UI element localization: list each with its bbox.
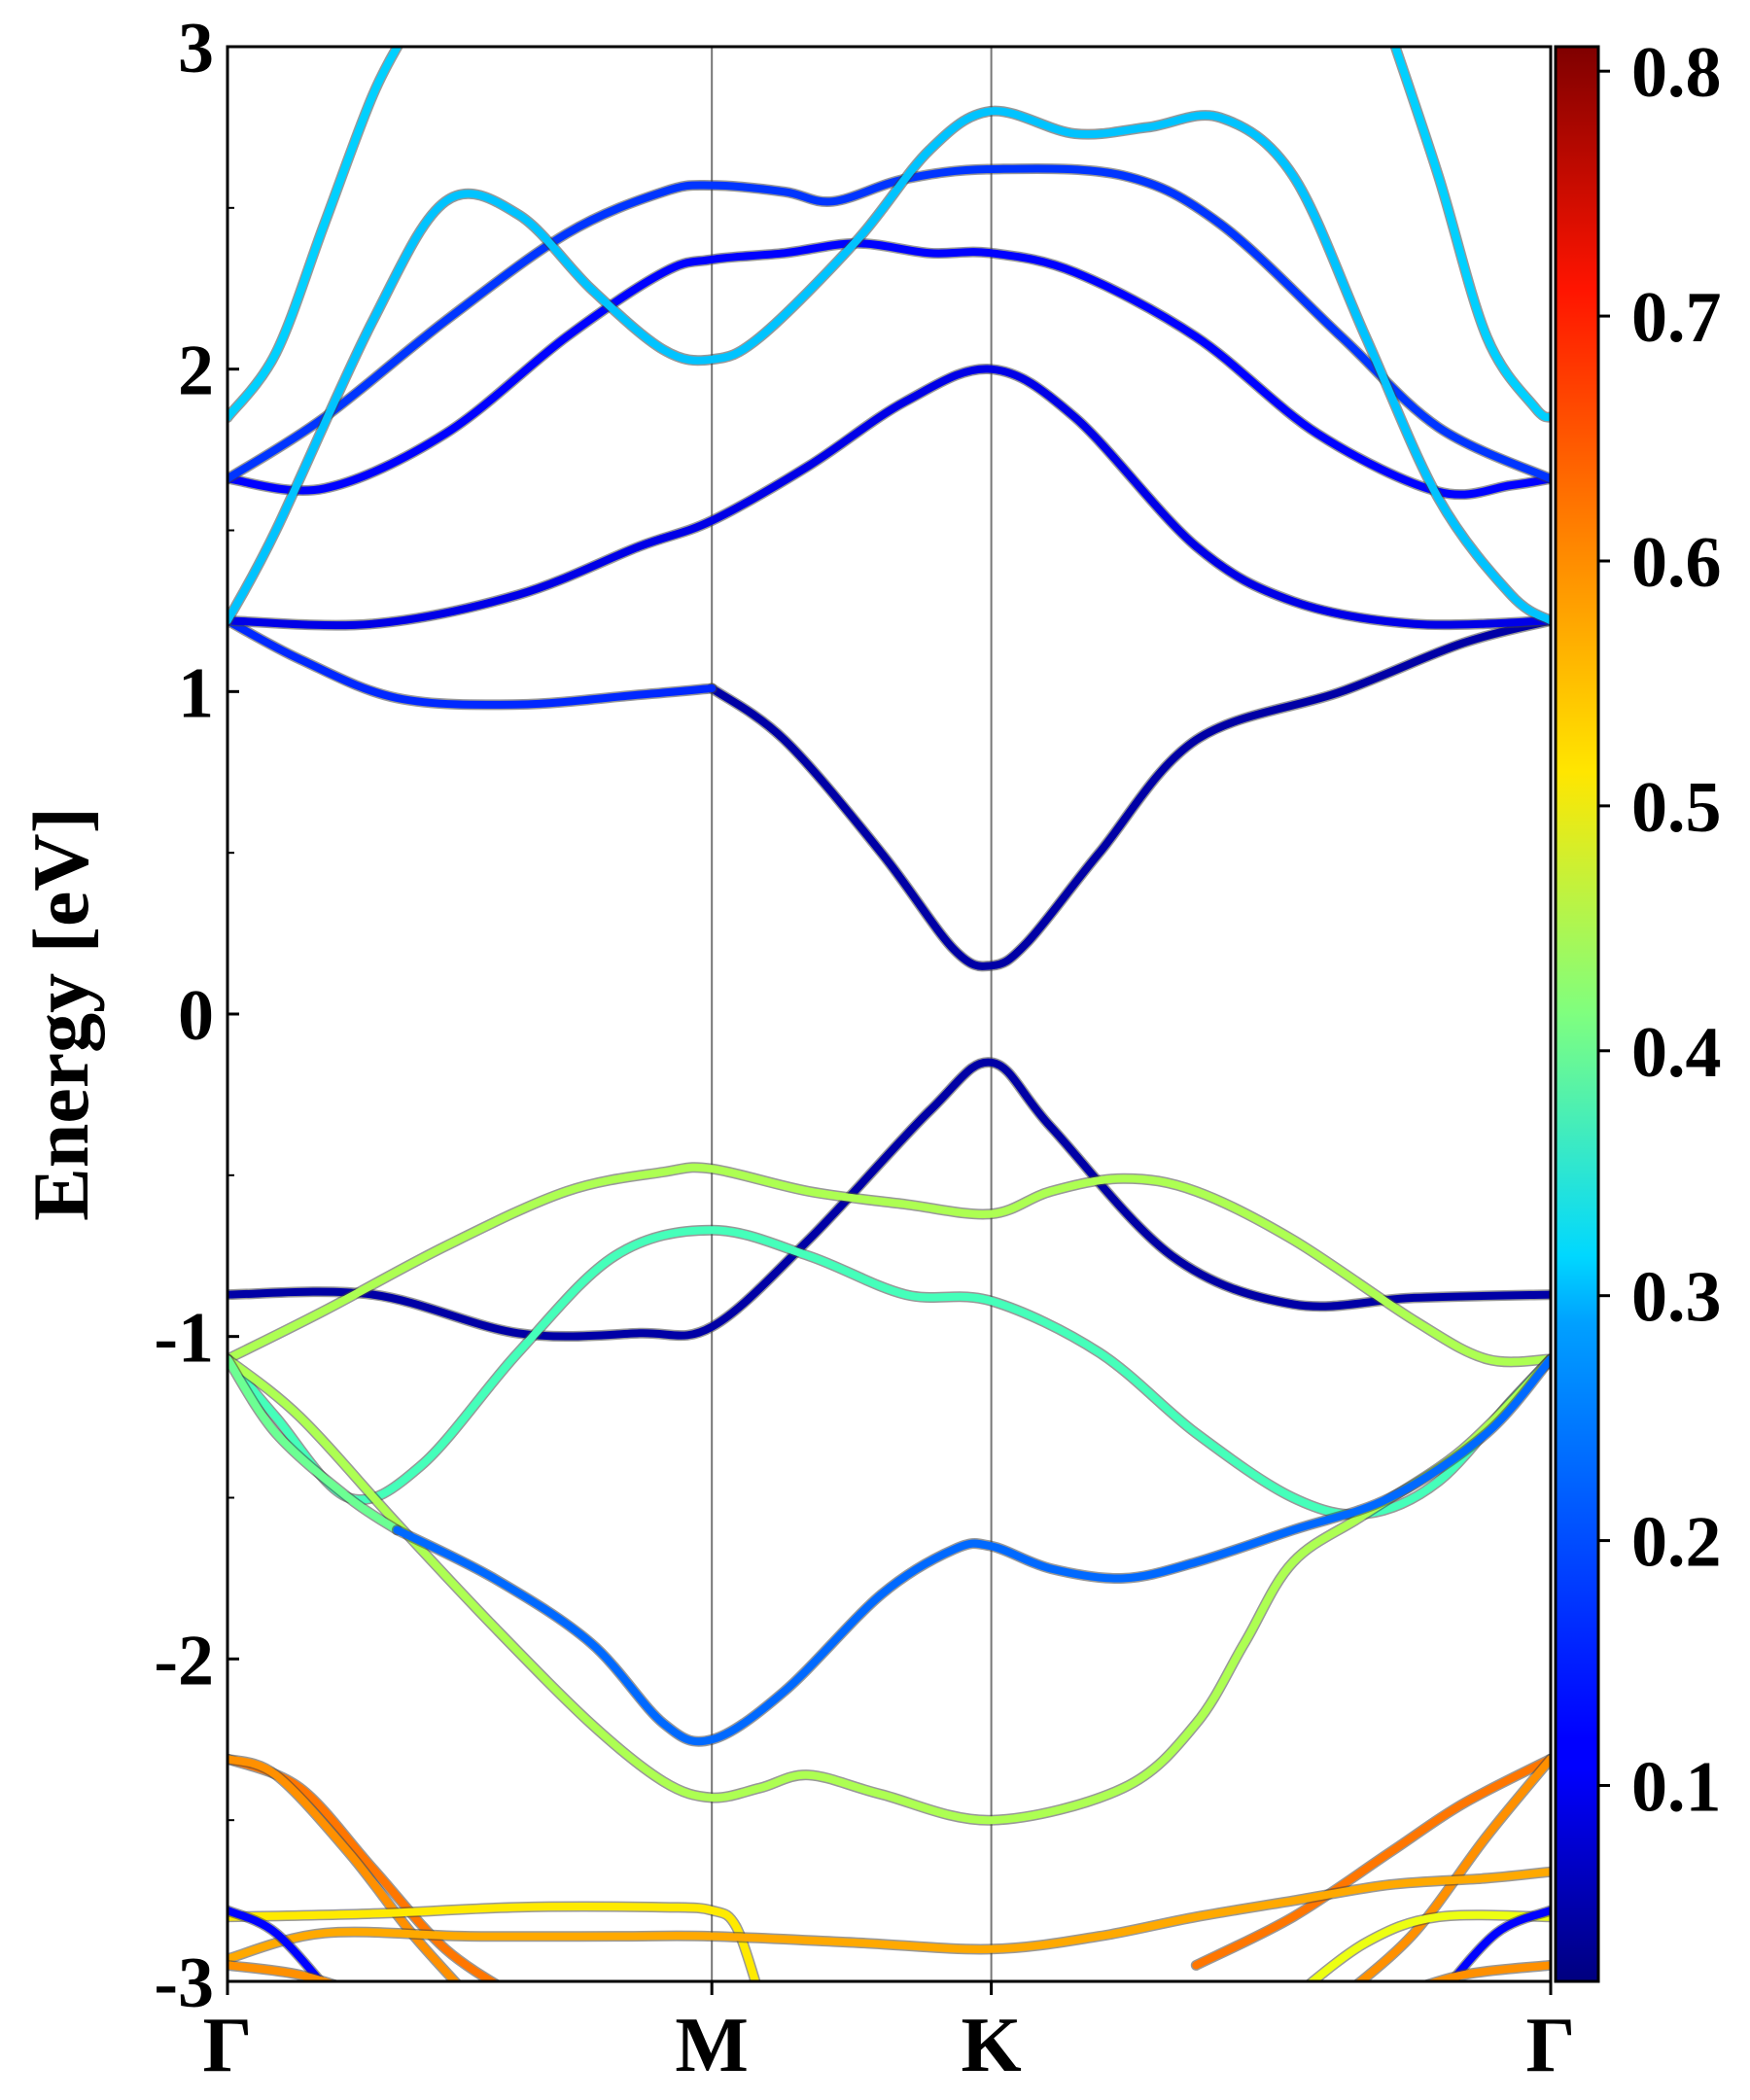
x-tick-label: Γ [203, 2003, 253, 2088]
band-line [228, 365, 1551, 630]
band-line [228, 1354, 1551, 1825]
y-tick-label: 0 [178, 976, 214, 1056]
y-axis-label: Energy [eV] [17, 807, 105, 1221]
x-tick-label: Γ [1526, 2003, 1576, 2088]
band-line [1424, 1961, 1551, 1981]
y-tick-label: 3 [178, 9, 214, 88]
band-line-outline [391, 1353, 1551, 1747]
band-line-outline [228, 1901, 761, 1981]
band-line [1192, 1755, 1551, 1970]
band-line [228, 164, 1551, 483]
y-tick-label: 2 [178, 332, 214, 411]
band-line [228, 1755, 461, 1981]
band-line-outline [1389, 47, 1551, 423]
y-axis: 3 2 1 0 -1 -2 -3 [154, 9, 239, 2023]
band-line [228, 1907, 326, 1981]
x-tick-label: M [675, 2003, 749, 2088]
band-line [228, 239, 1551, 499]
band-line [708, 616, 1551, 970]
band-line [1390, 47, 1551, 422]
band-line-outline [228, 1162, 1551, 1368]
colorbar-tick-label: 0.7 [1631, 278, 1722, 358]
band-line-outline [1445, 1905, 1551, 1981]
colorbar-tick-label: 0.1 [1631, 1747, 1722, 1827]
band-line [228, 1163, 1551, 1366]
band-line [393, 1354, 1551, 1746]
y-tick-label: 1 [178, 653, 214, 733]
band-line [228, 616, 717, 709]
x-tick-label: K [961, 2003, 1021, 2088]
band-line [228, 107, 1551, 625]
colorbar-tick-label: 0.3 [1631, 1258, 1722, 1338]
colorbar-tick-label: 0.6 [1631, 523, 1722, 603]
band-line [228, 1354, 402, 1534]
band-line [228, 1868, 1551, 1963]
colorbar-tick-label: 0.4 [1631, 1013, 1722, 1093]
band-lines [228, 47, 1551, 1981]
band-line [228, 1961, 337, 1981]
band-line [1447, 1907, 1551, 1981]
band-line [228, 1903, 760, 1981]
band-line [228, 47, 402, 422]
colorbar-tick-label: 0.2 [1631, 1503, 1722, 1583]
colorbar-gradient [1554, 45, 1600, 1983]
colorbar: 0.8 0.7 0.6 0.5 0.4 0.3 0.2 0.1 [1554, 33, 1722, 1983]
y-tick-label: -3 [154, 1943, 214, 2023]
colorbar-ticks: 0.8 0.7 0.6 0.5 0.4 0.3 0.2 0.1 [1598, 33, 1722, 1827]
band-line [228, 1058, 1551, 1341]
colorbar-tick-label: 0.5 [1631, 768, 1722, 848]
colorbar-tick-label: 0.8 [1631, 33, 1722, 113]
y-tick-label: -2 [154, 1621, 214, 1700]
y-tick-label: -1 [154, 1299, 214, 1379]
band-line [1307, 1910, 1551, 1981]
